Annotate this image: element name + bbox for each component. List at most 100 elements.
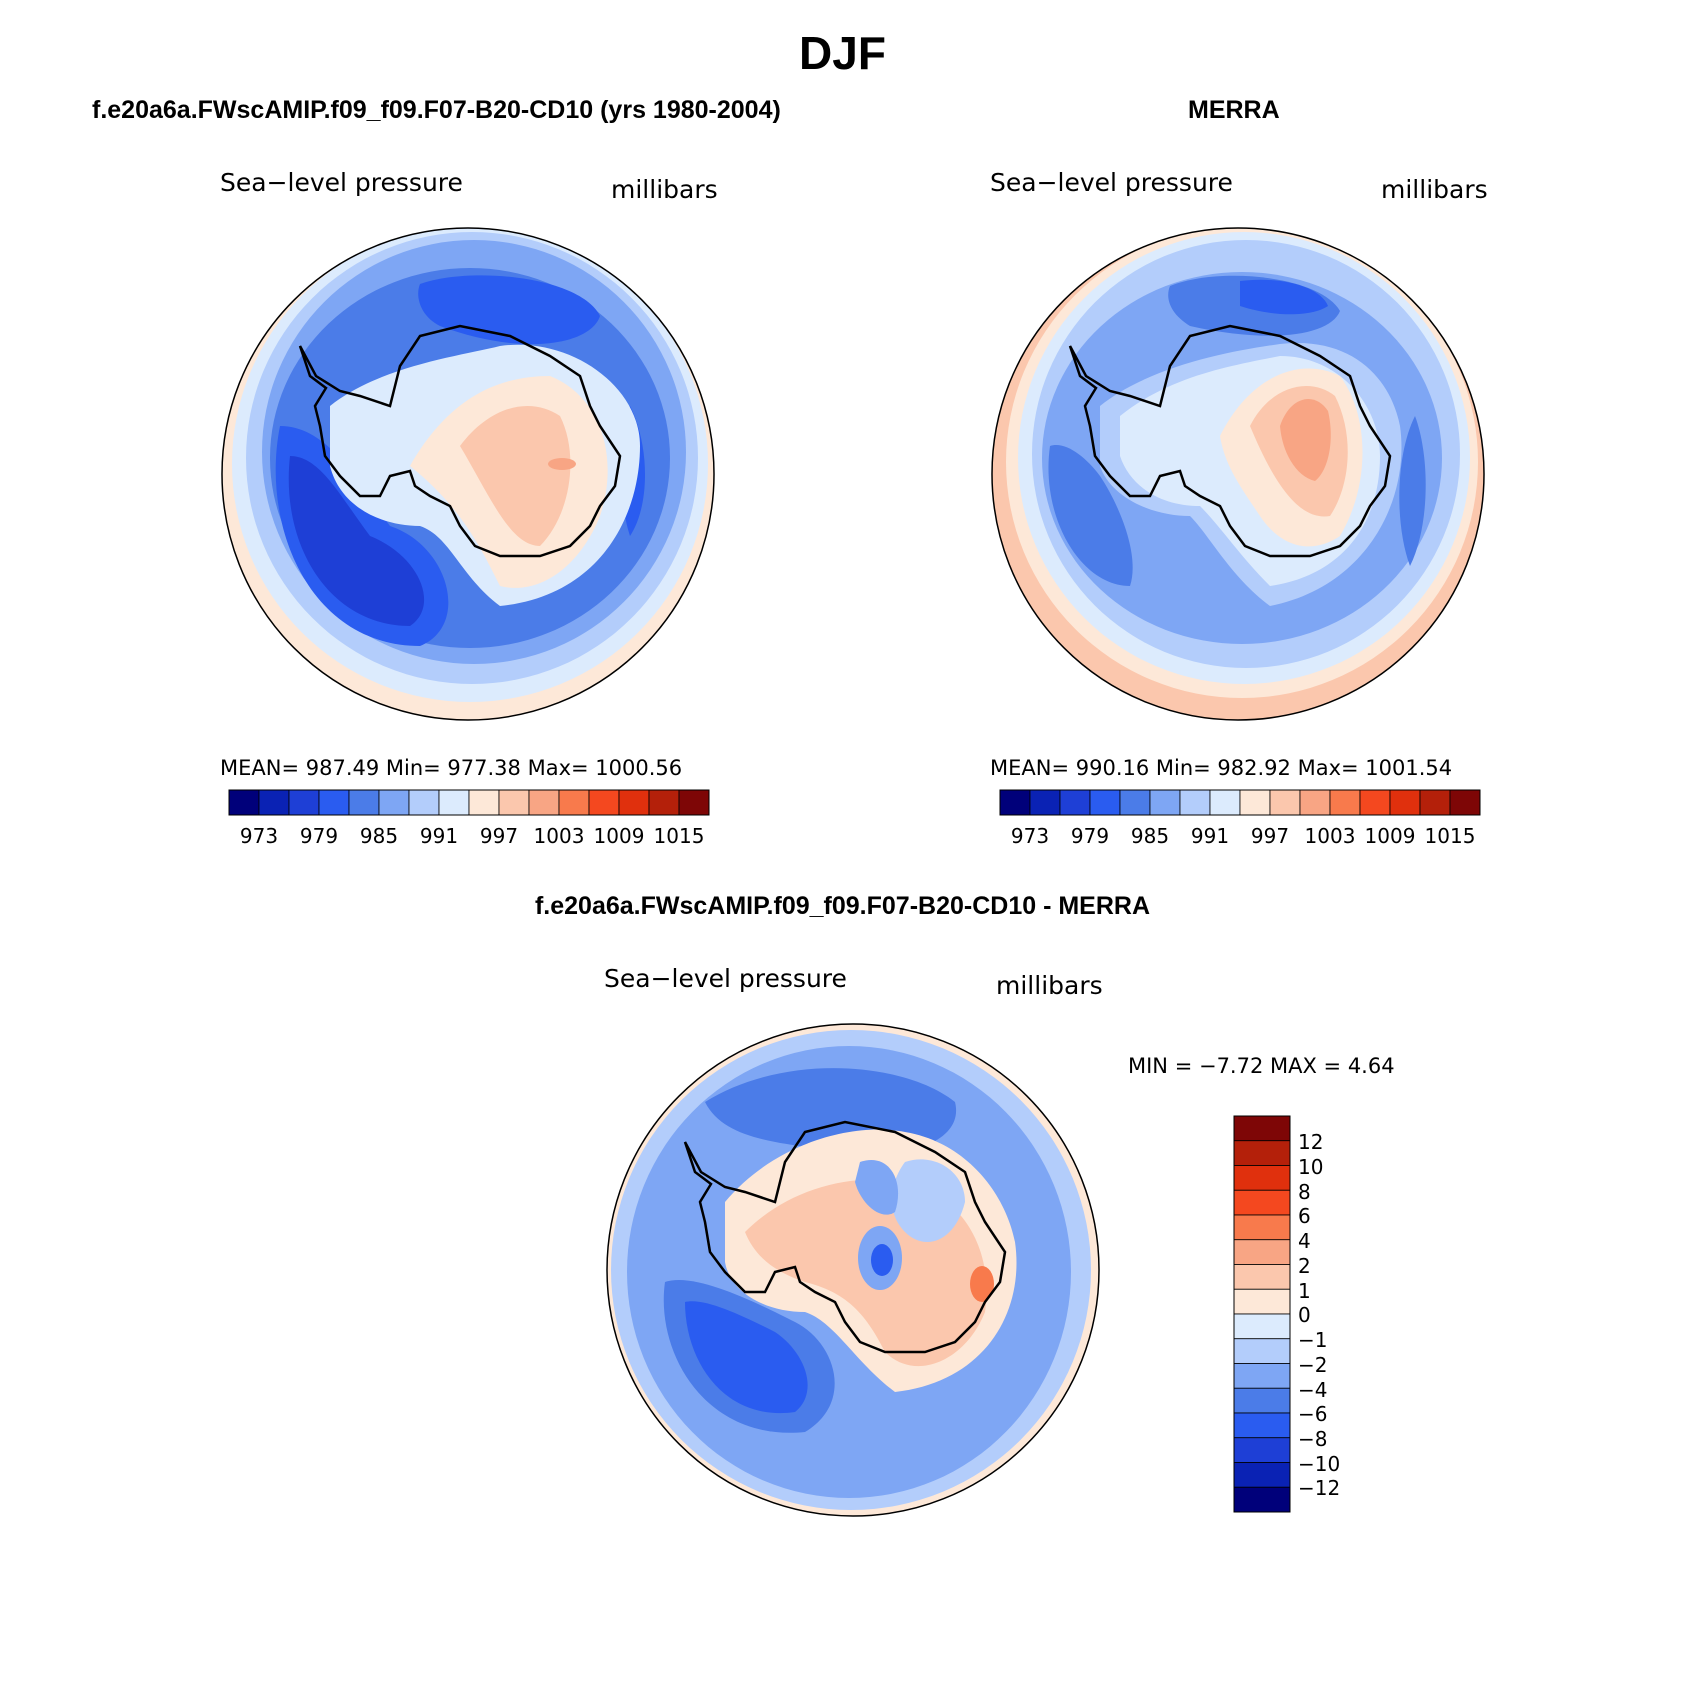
panel1-cbar-label: 1003 bbox=[533, 824, 585, 848]
panel1-polar-map bbox=[221, 227, 715, 721]
colorbar-cell bbox=[1233, 1462, 1291, 1488]
colorbar-cell bbox=[378, 789, 410, 816]
panel3-colorbar bbox=[1233, 1115, 1291, 1513]
figure-title: DJF bbox=[799, 27, 886, 79]
panel3-cbar-label: −8 bbox=[1298, 1427, 1328, 1451]
colorbar-cell bbox=[1419, 789, 1451, 816]
colorbar-cell bbox=[1389, 789, 1421, 816]
panel1-cbar-label: 979 bbox=[299, 824, 339, 848]
colorbar-cell bbox=[618, 789, 650, 816]
panel1-units-label: millibars bbox=[611, 175, 718, 204]
colorbar-cell bbox=[678, 789, 710, 816]
colorbar-cell bbox=[1209, 789, 1241, 816]
colorbar-cell bbox=[1029, 789, 1061, 816]
colorbar-cell bbox=[999, 789, 1031, 816]
panel2-colorbar-labels: 973 979 985 991 997 1003 1009 1015 bbox=[1000, 824, 1480, 850]
colorbar-cell bbox=[1059, 789, 1091, 816]
panel3-cbar-label: 12 bbox=[1298, 1130, 1324, 1154]
colorbar-cell bbox=[1233, 1313, 1291, 1340]
panel1-colorbar-labels: 973 979 985 991 997 1003 1009 1015 bbox=[229, 824, 709, 850]
colorbar-cell bbox=[498, 789, 530, 816]
panel1-case-title: f.e20a6a.FWscAMIP.f09_f09.F07-B20-CD10 (… bbox=[92, 96, 781, 124]
panel1-cbar-label: 1009 bbox=[593, 824, 645, 848]
panel1-cbar-label: 997 bbox=[479, 824, 519, 848]
colorbar-cell bbox=[648, 789, 680, 816]
panel3-stats: MIN = −7.72 MAX = 4.64 bbox=[1128, 1054, 1395, 1078]
colorbar-cell bbox=[1233, 1165, 1291, 1191]
panel2-cbar-label: 1009 bbox=[1364, 824, 1416, 848]
panel3-colorbar-labels: 12 10 8 6 4 2 1 0 −1 −2 −4 −6 −8 −10 −12 bbox=[1298, 1116, 1378, 1512]
colorbar-cell bbox=[408, 789, 440, 816]
panel3-cbar-label: 2 bbox=[1298, 1254, 1311, 1278]
panel3-cbar-label: 6 bbox=[1298, 1204, 1311, 1228]
colorbar-cell bbox=[1233, 1140, 1291, 1166]
panel3-cbar-label: 4 bbox=[1298, 1229, 1311, 1253]
colorbar-cell bbox=[588, 789, 620, 816]
panel3-cbar-label: 0 bbox=[1298, 1303, 1311, 1327]
colorbar-cell bbox=[1179, 789, 1211, 816]
panel2-cbar-label: 1003 bbox=[1304, 824, 1356, 848]
colorbar-cell bbox=[228, 789, 260, 816]
colorbar-cell bbox=[1233, 1264, 1291, 1290]
panel2-units-label: millibars bbox=[1381, 175, 1488, 204]
panel3-variable-label: Sea−level pressure bbox=[604, 964, 847, 993]
panel3-cbar-label: 8 bbox=[1298, 1180, 1311, 1204]
panel3-cbar-label: −6 bbox=[1298, 1402, 1328, 1426]
colorbar-cell bbox=[1233, 1214, 1291, 1241]
panel1-stats: MEAN= 987.49 Min= 977.38 Max= 1000.56 bbox=[220, 756, 683, 780]
panel2-polar-map bbox=[991, 227, 1485, 721]
panel3-cbar-label: −4 bbox=[1298, 1378, 1328, 1402]
panel1-cbar-label: 985 bbox=[359, 824, 399, 848]
panel2-case-title: MERRA bbox=[1188, 96, 1280, 124]
panel2-colorbar bbox=[999, 789, 1481, 816]
colorbar-cell bbox=[1233, 1437, 1291, 1463]
colorbar-cell bbox=[1269, 789, 1301, 816]
colorbar-cell bbox=[1233, 1115, 1291, 1142]
colorbar-cell bbox=[1233, 1288, 1291, 1315]
panel3-cbar-label: −12 bbox=[1298, 1476, 1341, 1500]
panel2-cbar-label: 997 bbox=[1250, 824, 1290, 848]
colorbar-cell bbox=[1233, 1189, 1291, 1216]
panel1-cbar-label: 991 bbox=[419, 824, 459, 848]
panel2-variable-label: Sea−level pressure bbox=[990, 168, 1233, 197]
colorbar-cell bbox=[1233, 1412, 1291, 1439]
panel2-cbar-label: 979 bbox=[1070, 824, 1110, 848]
colorbar-cell bbox=[1233, 1239, 1291, 1265]
panel2-cbar-label: 1015 bbox=[1424, 824, 1476, 848]
colorbar-cell bbox=[288, 789, 320, 816]
colorbar-cell bbox=[558, 789, 590, 816]
panel2-cbar-label: 973 bbox=[1010, 824, 1050, 848]
panel3-case-title: f.e20a6a.FWscAMIP.f09_f09.F07-B20-CD10 -… bbox=[534, 892, 1151, 920]
panel2-cbar-label: 991 bbox=[1190, 824, 1230, 848]
colorbar-cell bbox=[468, 789, 500, 816]
colorbar-cell bbox=[1329, 789, 1361, 816]
panel3-polar-map bbox=[606, 1023, 1100, 1517]
colorbar-cell bbox=[1233, 1486, 1291, 1513]
colorbar-cell bbox=[528, 789, 560, 816]
colorbar-cell bbox=[1359, 789, 1391, 816]
colorbar-cell bbox=[1233, 1363, 1291, 1389]
colorbar-cell bbox=[1239, 789, 1271, 816]
panel3-cbar-label: 1 bbox=[1298, 1279, 1311, 1303]
colorbar-cell bbox=[1449, 789, 1481, 816]
panel1-cbar-label: 1015 bbox=[653, 824, 705, 848]
panel3-cbar-label: −2 bbox=[1298, 1353, 1328, 1377]
panel1-variable-label: Sea−level pressure bbox=[220, 168, 463, 197]
colorbar-cell bbox=[318, 789, 350, 816]
colorbar-cell bbox=[1233, 1338, 1291, 1364]
panel3-cbar-label: −1 bbox=[1298, 1328, 1328, 1352]
colorbar-cell bbox=[1149, 789, 1181, 816]
panel2-stats: MEAN= 990.16 Min= 982.92 Max= 1001.54 bbox=[990, 756, 1453, 780]
colorbar-cell bbox=[1119, 789, 1151, 816]
colorbar-cell bbox=[348, 789, 380, 816]
colorbar-cell bbox=[1299, 789, 1331, 816]
panel3-units-label: millibars bbox=[996, 971, 1103, 1000]
colorbar-cell bbox=[438, 789, 470, 816]
panel1-colorbar bbox=[228, 789, 710, 816]
panel1-cbar-label: 973 bbox=[239, 824, 279, 848]
panel2-cbar-label: 985 bbox=[1130, 824, 1170, 848]
colorbar-cell bbox=[258, 789, 290, 816]
colorbar-cell bbox=[1089, 789, 1121, 816]
panel3-cbar-label: 10 bbox=[1298, 1155, 1324, 1179]
panel3-cbar-label: −10 bbox=[1298, 1452, 1341, 1476]
